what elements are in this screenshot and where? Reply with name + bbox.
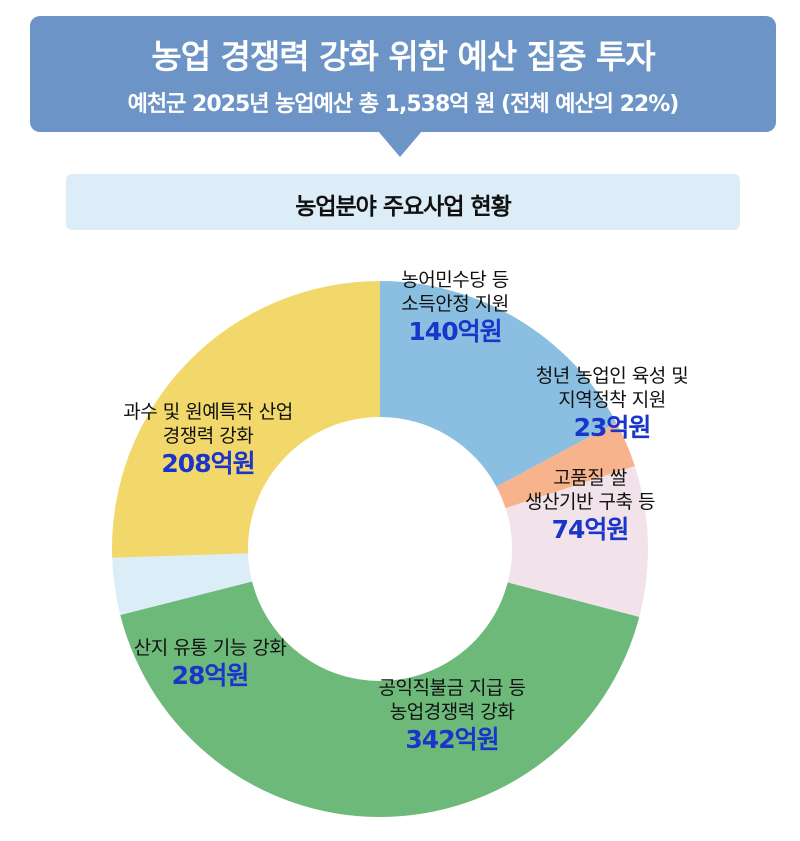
label-line: 공익직불금 지급 등 [378, 677, 526, 699]
donut-slice-0 [380, 281, 617, 487]
label-slice-rice: 고품질 쌀 생산기반 구축 등 74억원 [525, 466, 655, 546]
title-banner [30, 16, 776, 132]
label-line: 청년 농업인 육성 및 [535, 365, 689, 387]
donut-slice-1 [496, 422, 635, 509]
slice-value: 28억원 [171, 661, 250, 690]
label-slice-horticulture: 과수 및 원예특작 산업 경쟁력 강화 208억원 [123, 400, 293, 480]
label-line: 농어민수당 등 [401, 269, 509, 291]
label-slice-youth: 청년 농업인 육성 및 지역정착 지원 23억원 [535, 364, 689, 444]
slice-value: 74억원 [551, 515, 630, 544]
page-subtitle: 예천군 2025년 농업예산 총 1,538억 원 (전체 예산의 22%) [127, 92, 680, 117]
label-slice-distribution: 산지 유통 기능 강화 28억원 [133, 636, 287, 692]
donut-slice-2 [505, 466, 648, 617]
label-line: 고품질 쌀 [553, 467, 627, 489]
label-line: 농업경쟁력 강화 [389, 701, 515, 723]
label-line: 생산기반 구축 등 [525, 491, 655, 513]
label-line: 산지 유통 기능 강화 [133, 637, 287, 659]
slice-value: 208억원 [161, 449, 255, 478]
label-slice-direct-payment: 공익직불금 지급 등 농업경쟁력 강화 342억원 [379, 676, 526, 756]
slice-value: 140억원 [408, 317, 502, 346]
slice-value: 342억원 [405, 725, 499, 754]
donut-slice-3 [120, 581, 640, 817]
label-line: 소득안정 지원 [401, 293, 509, 315]
banner-pointer [378, 131, 422, 157]
section-title: 농업분야 주요사업 현황 [295, 194, 512, 220]
slice-value: 23억원 [573, 413, 652, 442]
label-line: 과수 및 원예특작 산업 [123, 401, 293, 423]
section-header-box [66, 174, 740, 230]
page-title: 농업 경쟁력 강화 위한 예산 집중 투자 [151, 37, 655, 76]
label-line: 지역정착 지원 [558, 389, 666, 411]
label-slice-income: 농어민수당 등 소득안정 지원 140억원 [401, 268, 509, 348]
donut-slice-5 [112, 281, 381, 558]
donut-slice-4 [112, 553, 253, 615]
label-line: 경쟁력 강화 [162, 425, 254, 447]
